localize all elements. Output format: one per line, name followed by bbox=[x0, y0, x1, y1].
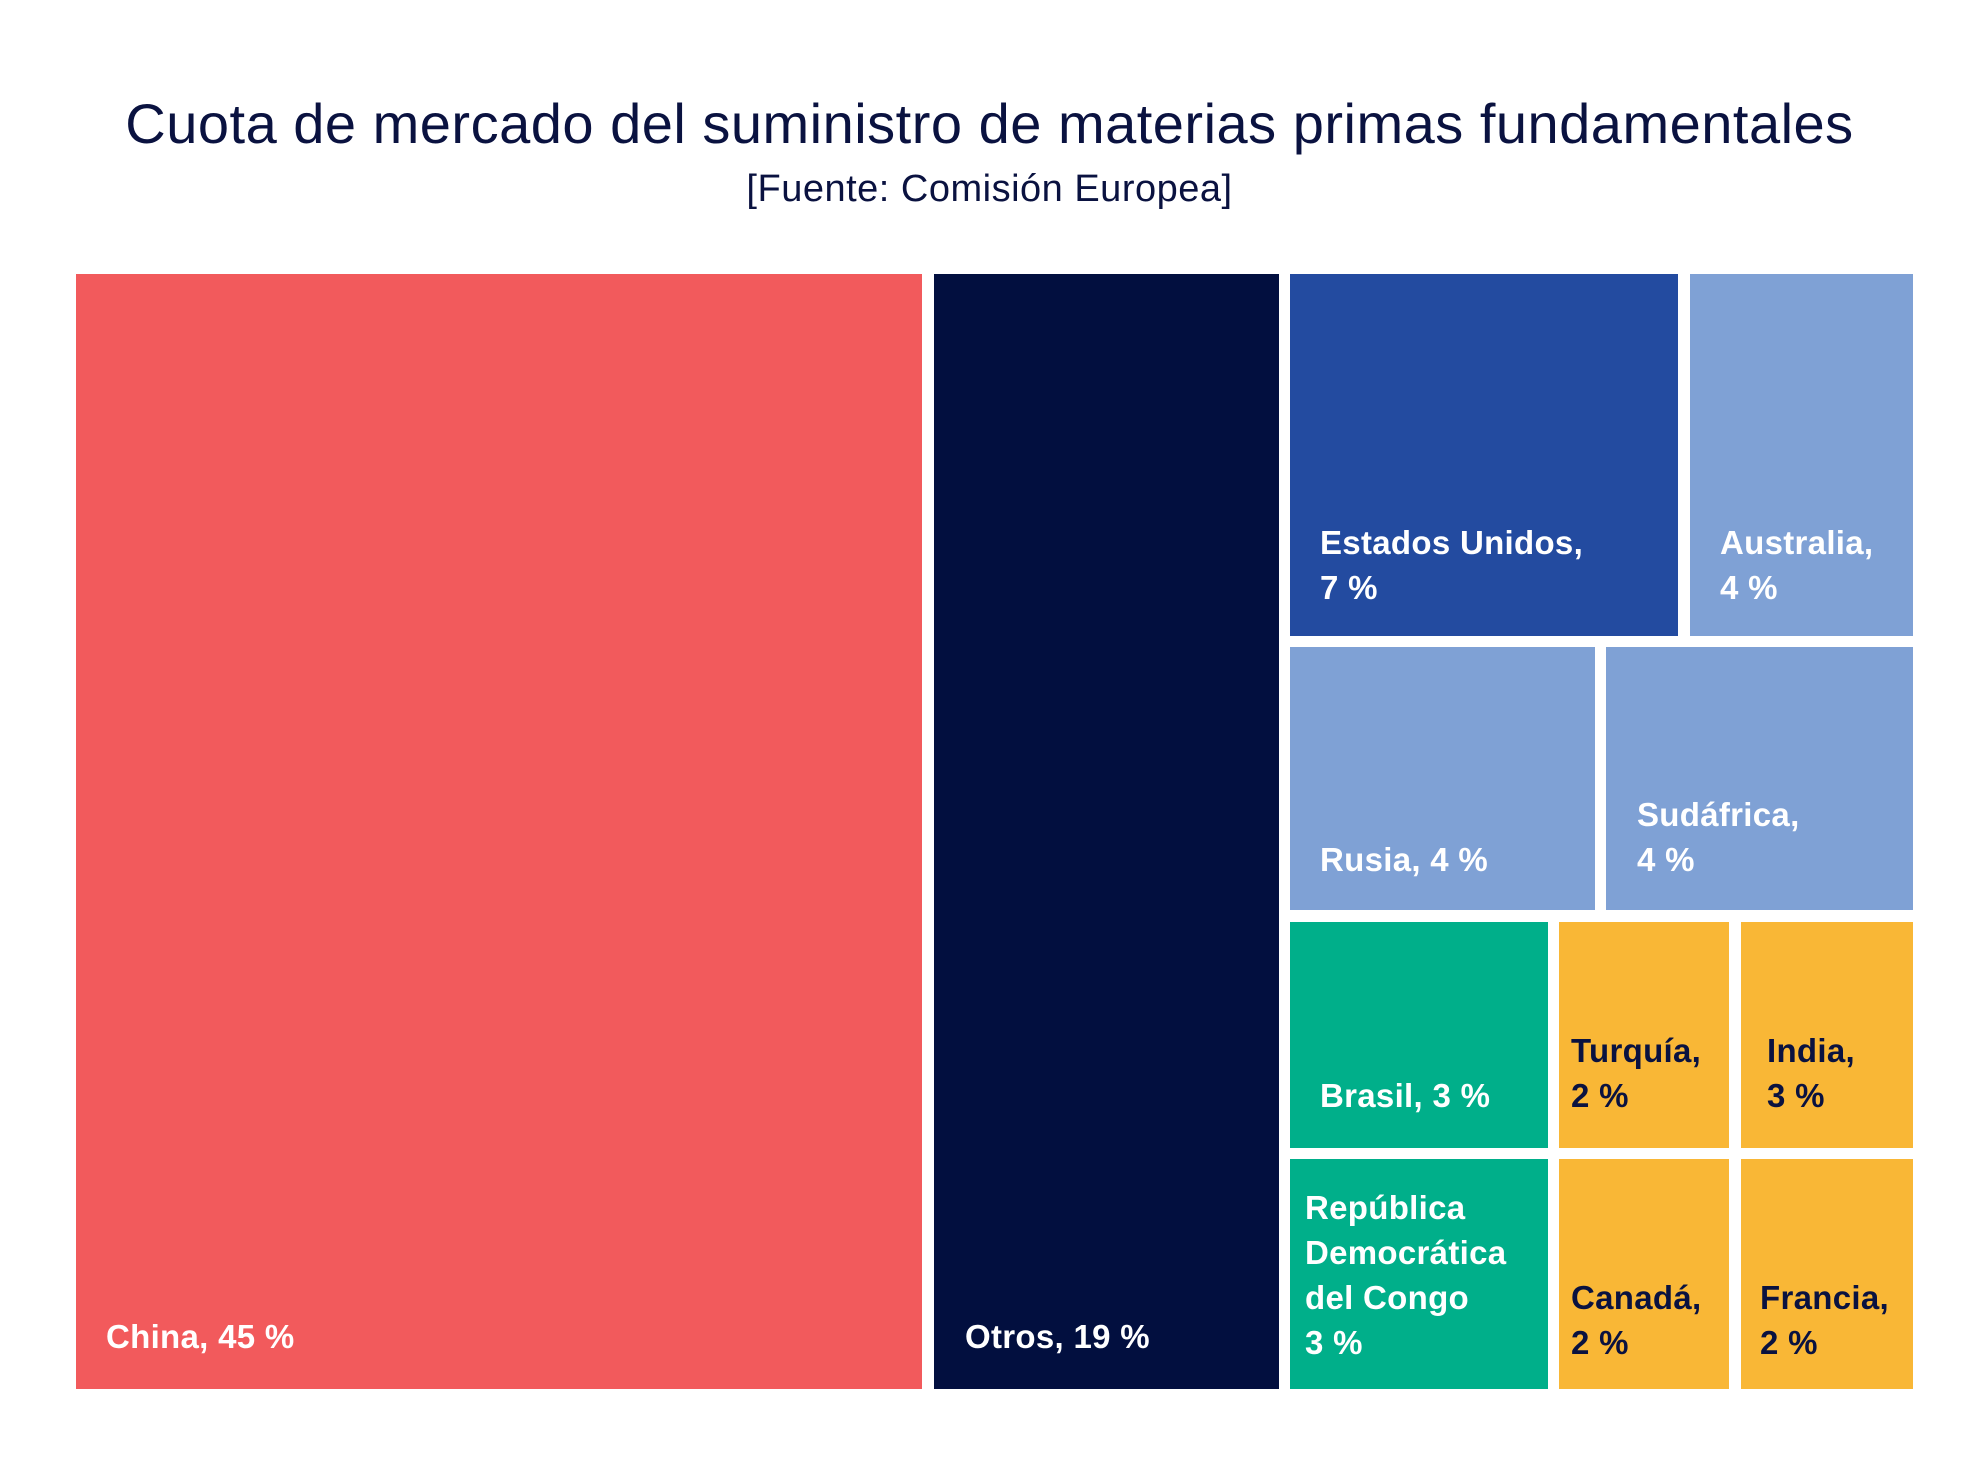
tile-label: Sudáfrica, 4 % bbox=[1637, 796, 1800, 878]
tile-canada: Canadá, 2 % bbox=[1559, 1159, 1729, 1389]
tile-label: Estados Unidos, 7 % bbox=[1320, 524, 1584, 606]
tile-francia: Francia, 2 % bbox=[1741, 1159, 1913, 1389]
tile-estados-unidos: Estados Unidos, 7 % bbox=[1290, 274, 1678, 636]
tile-label: Canadá, 2 % bbox=[1571, 1279, 1702, 1361]
tile-rd-congo: República Democrática del Congo 3 % bbox=[1290, 1159, 1548, 1389]
tile-rusia: Rusia, 4 % bbox=[1290, 647, 1595, 910]
chart-subtitle: [Fuente: Comisión Europea] bbox=[746, 168, 1233, 210]
tile-label: Turquía, 2 % bbox=[1571, 1032, 1702, 1114]
tile-label: Rusia, 4 % bbox=[1320, 841, 1489, 878]
tile-label: República Democrática del Congo 3 % bbox=[1305, 1189, 1507, 1361]
tile-otros: Otros, 19 % bbox=[934, 274, 1279, 1389]
tile-label: India, 3 % bbox=[1767, 1032, 1855, 1114]
tile-australia: Australia, 4 % bbox=[1690, 274, 1913, 636]
tile-china: China, 45 % bbox=[76, 274, 922, 1389]
tile-label: Otros, 19 % bbox=[965, 1318, 1150, 1355]
tile-label: Francia, 2 % bbox=[1760, 1279, 1889, 1361]
chart-title: Cuota de mercado del suministro de mater… bbox=[125, 92, 1854, 155]
tile-india: India, 3 % bbox=[1741, 922, 1913, 1148]
tile-turquia: Turquía, 2 % bbox=[1559, 922, 1729, 1148]
tile-label: Brasil, 3 % bbox=[1320, 1077, 1491, 1114]
tile-label: Australia, 4 % bbox=[1720, 524, 1874, 606]
tile-label: China, 45 % bbox=[106, 1318, 295, 1355]
tile-sudafrica: Sudáfrica, 4 % bbox=[1606, 647, 1913, 910]
tile-brasil: Brasil, 3 % bbox=[1290, 922, 1548, 1148]
